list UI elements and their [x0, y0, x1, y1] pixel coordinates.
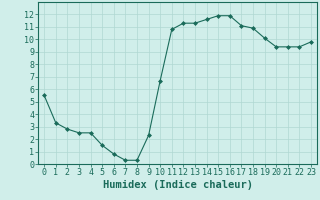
X-axis label: Humidex (Indice chaleur): Humidex (Indice chaleur): [103, 180, 252, 190]
